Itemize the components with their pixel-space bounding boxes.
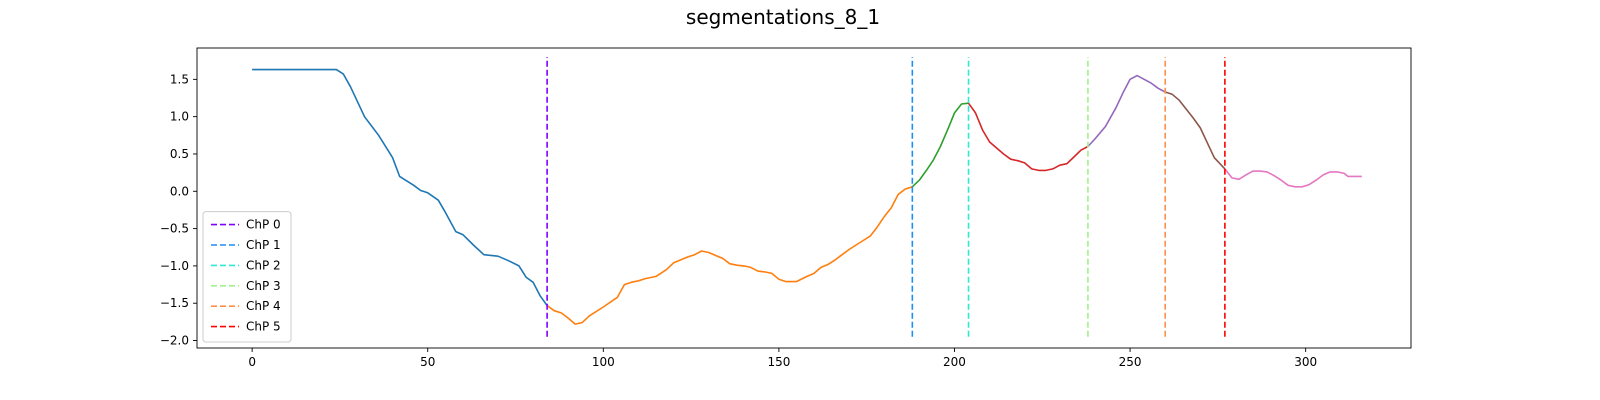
x-tick-label: 50 <box>420 355 435 369</box>
series-line-2 <box>911 102 969 188</box>
series-line-4 <box>1087 74 1166 148</box>
series-line-5 <box>1164 91 1226 170</box>
legend-label: ChP 0 <box>246 218 281 232</box>
series-line-3 <box>967 102 1089 172</box>
legend-label: ChP 2 <box>246 258 281 272</box>
y-tick-label: 0.5 <box>170 147 189 161</box>
series-line-6 <box>1224 168 1362 188</box>
y-tick-label: −1.5 <box>160 296 189 310</box>
legend-label: ChP 4 <box>246 299 281 313</box>
series-line-1 <box>546 186 913 325</box>
y-tick-label: 1.0 <box>170 110 189 124</box>
x-tick-label: 200 <box>943 355 966 369</box>
y-tick-label: 0.0 <box>170 184 189 198</box>
x-tick-label: 100 <box>592 355 615 369</box>
series-line-0 <box>252 68 548 306</box>
y-tick-label: −0.5 <box>160 222 189 236</box>
x-tick-label: 150 <box>767 355 790 369</box>
legend-label: ChP 3 <box>246 279 281 293</box>
y-tick-label: 1.5 <box>170 72 189 86</box>
legend-label: ChP 1 <box>246 238 281 252</box>
legend: ChP 0 ChP 1 ChP 2 ChP 3 ChP 4 ChP 5 <box>202 211 292 343</box>
axes-frame <box>196 47 1412 349</box>
legend-label: ChP 5 <box>246 320 281 334</box>
chart-title: segmentations_8_1 <box>686 5 880 29</box>
x-tick-label: 300 <box>1294 355 1317 369</box>
x-tick-label: 0 <box>248 355 256 369</box>
y-tick-label: −2.0 <box>160 334 189 348</box>
y-tick-label: −1.0 <box>160 259 189 273</box>
x-tick-label: 250 <box>1119 355 1142 369</box>
